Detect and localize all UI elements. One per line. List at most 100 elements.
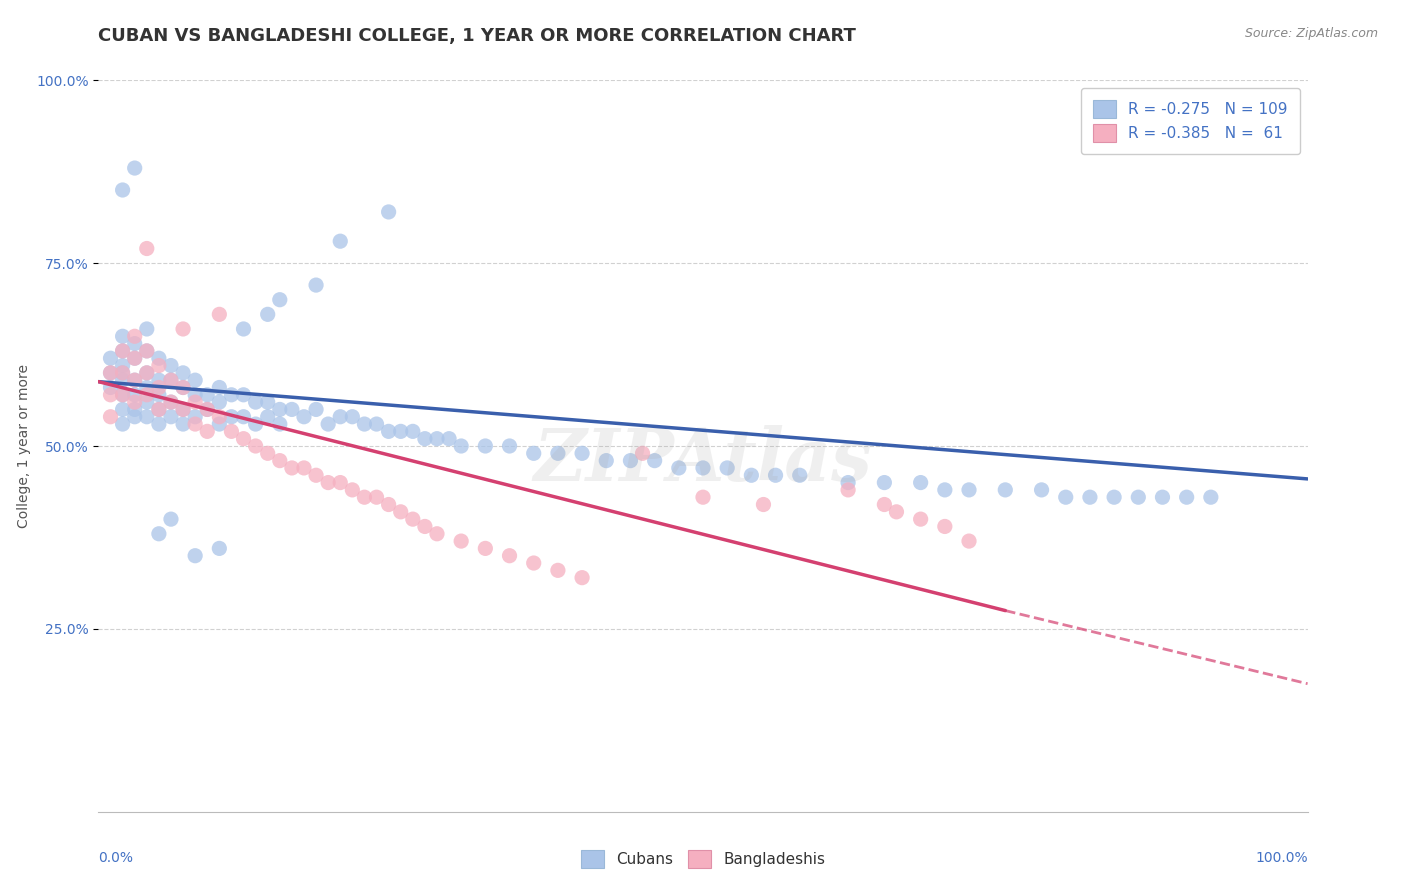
Point: [124, 351, 146, 366]
Point: [595, 453, 617, 467]
Point: [184, 388, 207, 402]
Point: [100, 351, 122, 366]
Point: [450, 439, 472, 453]
Point: [752, 498, 775, 512]
Point: [148, 373, 170, 387]
Point: [994, 483, 1017, 497]
Point: [124, 161, 146, 175]
Point: [934, 519, 956, 533]
Point: [256, 409, 278, 424]
Point: [269, 293, 291, 307]
Point: [1054, 490, 1077, 504]
Point: [426, 432, 449, 446]
Point: [281, 402, 304, 417]
Point: [305, 402, 328, 417]
Y-axis label: College, 1 year or more: College, 1 year or more: [17, 364, 31, 528]
Point: [172, 380, 194, 394]
Point: [377, 425, 399, 439]
Point: [184, 549, 207, 563]
Point: [135, 343, 157, 358]
Point: [631, 446, 654, 460]
Point: [873, 475, 896, 490]
Point: [389, 425, 412, 439]
Point: [111, 417, 134, 431]
Point: [316, 417, 339, 431]
Point: [1128, 490, 1150, 504]
Point: [221, 425, 243, 439]
Point: [111, 388, 134, 402]
Point: [413, 432, 436, 446]
Point: [245, 439, 267, 453]
Point: [413, 519, 436, 533]
Point: [269, 402, 291, 417]
Text: Source: ZipAtlas.com: Source: ZipAtlas.com: [1244, 27, 1378, 40]
Point: [232, 322, 254, 336]
Point: [498, 549, 520, 563]
Point: [765, 468, 787, 483]
Point: [148, 380, 170, 394]
Point: [195, 402, 218, 417]
Point: [184, 409, 207, 424]
Point: [184, 417, 207, 431]
Point: [329, 409, 352, 424]
Point: [329, 234, 352, 248]
Point: [450, 534, 472, 549]
Point: [208, 380, 231, 394]
Point: [245, 417, 267, 431]
Point: [111, 366, 134, 380]
Point: [124, 351, 146, 366]
Text: CUBAN VS BANGLADESHI COLLEGE, 1 YEAR OR MORE CORRELATION CHART: CUBAN VS BANGLADESHI COLLEGE, 1 YEAR OR …: [98, 27, 856, 45]
Point: [256, 307, 278, 321]
Point: [148, 402, 170, 417]
Point: [547, 563, 569, 577]
Point: [172, 417, 194, 431]
Point: [547, 446, 569, 460]
Point: [160, 395, 183, 409]
Point: [100, 366, 122, 380]
Point: [195, 402, 218, 417]
Point: [160, 359, 183, 373]
Point: [172, 380, 194, 394]
Point: [135, 388, 157, 402]
Point: [148, 417, 170, 431]
Point: [402, 512, 425, 526]
Point: [111, 359, 134, 373]
Point: [135, 366, 157, 380]
Point: [184, 395, 207, 409]
Point: [135, 409, 157, 424]
Point: [232, 388, 254, 402]
Point: [281, 461, 304, 475]
Point: [111, 343, 134, 358]
Point: [692, 461, 714, 475]
Point: [135, 380, 157, 394]
Point: [221, 409, 243, 424]
Point: [221, 388, 243, 402]
Point: [353, 417, 375, 431]
Point: [692, 490, 714, 504]
Point: [366, 417, 388, 431]
Point: [957, 534, 980, 549]
Point: [124, 402, 146, 417]
Point: [329, 475, 352, 490]
Point: [160, 512, 183, 526]
Point: [135, 242, 157, 256]
Point: [100, 388, 122, 402]
Point: [292, 461, 315, 475]
Point: [1175, 490, 1198, 504]
Point: [377, 498, 399, 512]
Point: [269, 453, 291, 467]
Point: [111, 373, 134, 387]
Point: [886, 505, 908, 519]
Point: [305, 468, 328, 483]
Point: [124, 329, 146, 343]
Point: [160, 409, 183, 424]
Point: [934, 483, 956, 497]
Point: [208, 541, 231, 556]
Legend: Cubans, Bangladeshis: Cubans, Bangladeshis: [574, 843, 832, 875]
Text: ZIPAtlas: ZIPAtlas: [534, 425, 872, 496]
Point: [366, 490, 388, 504]
Point: [837, 483, 859, 497]
Point: [148, 402, 170, 417]
Point: [111, 366, 134, 380]
Point: [135, 395, 157, 409]
